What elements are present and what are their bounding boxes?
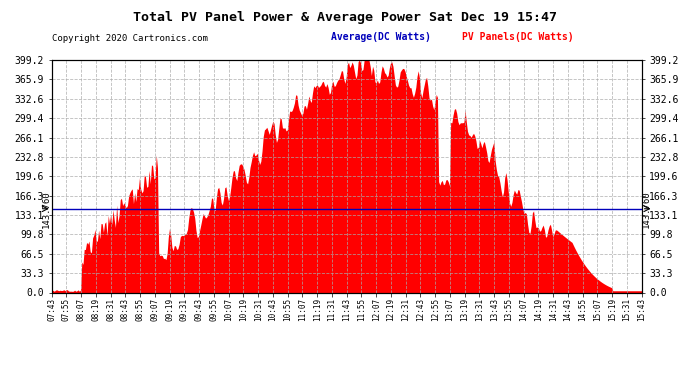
Text: 143.760: 143.760 — [642, 190, 651, 228]
Text: 143.760: 143.760 — [42, 190, 51, 228]
Text: Average(DC Watts): Average(DC Watts) — [331, 32, 431, 42]
Text: Copyright 2020 Cartronics.com: Copyright 2020 Cartronics.com — [52, 34, 208, 43]
Text: Total PV Panel Power & Average Power Sat Dec 19 15:47: Total PV Panel Power & Average Power Sat… — [133, 11, 557, 24]
Text: PV Panels(DC Watts): PV Panels(DC Watts) — [462, 32, 574, 42]
